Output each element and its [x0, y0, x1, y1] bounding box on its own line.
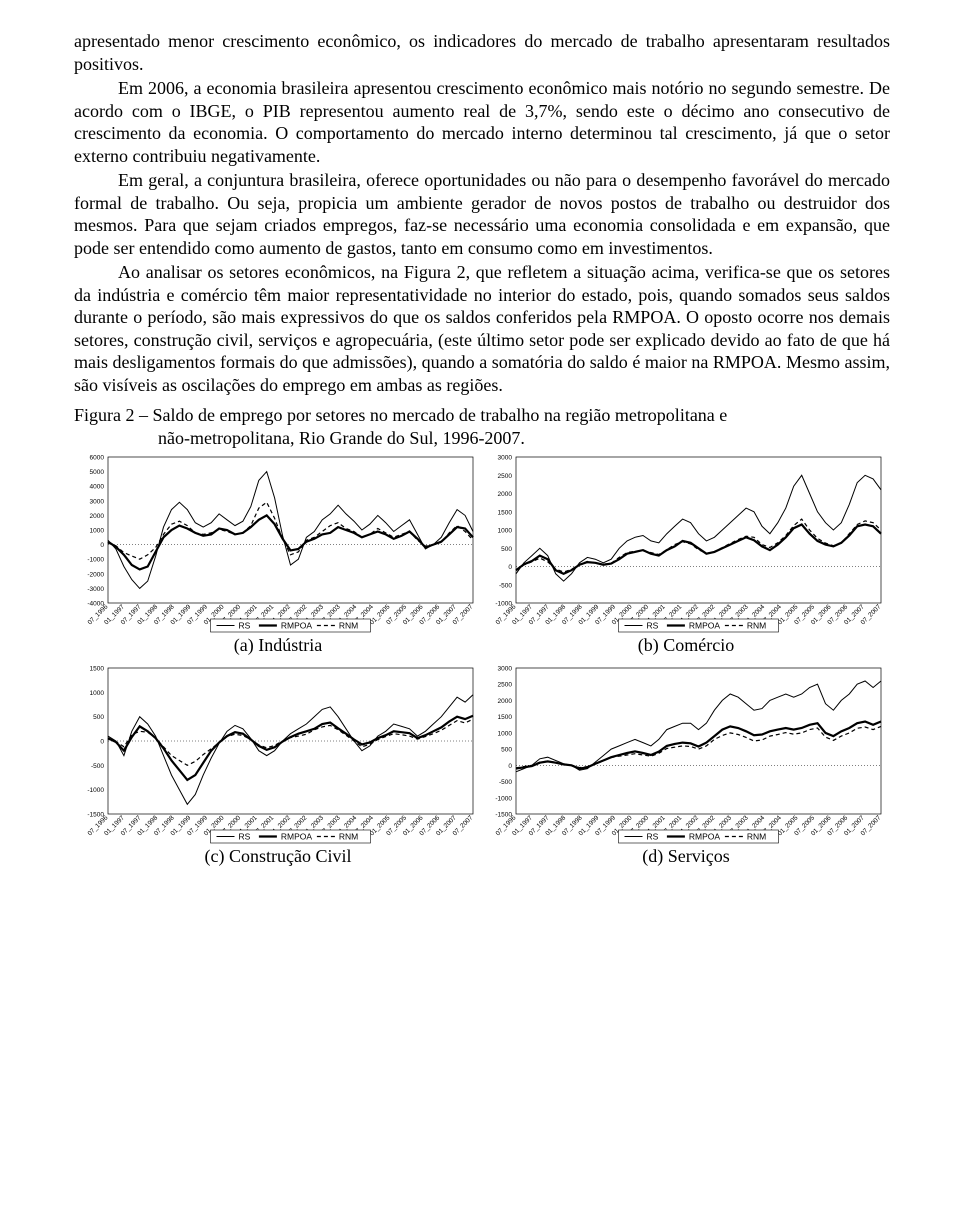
svg-text:RS: RS — [239, 832, 251, 842]
chart-cell-c: -1500-1000-50005001000150007_199601_1997… — [74, 662, 482, 873]
chart-comercio: -1000-50005001000150020002500300007_1996… — [482, 451, 887, 633]
svg-text:500: 500 — [501, 747, 512, 754]
figure-caption: Figura 2 – Saldo de emprego por setores … — [74, 404, 890, 449]
svg-text:-500: -500 — [499, 582, 512, 589]
svg-text:1500: 1500 — [90, 666, 105, 673]
svg-text:RS: RS — [239, 621, 251, 631]
svg-text:3000: 3000 — [90, 498, 105, 505]
svg-text:RMPOA: RMPOA — [281, 832, 313, 842]
svg-text:-500: -500 — [91, 763, 104, 770]
svg-text:0: 0 — [508, 763, 512, 770]
figure-caption-line-1: Figura 2 – Saldo de emprego por setores … — [74, 405, 727, 425]
svg-text:2500: 2500 — [498, 473, 513, 480]
page: apresentado menor crescimento econômico,… — [0, 0, 960, 903]
svg-text:RS: RS — [647, 832, 659, 842]
svg-text:-3000: -3000 — [87, 586, 104, 593]
svg-text:-2000: -2000 — [87, 571, 104, 578]
svg-text:1000: 1000 — [90, 528, 105, 535]
svg-text:3000: 3000 — [498, 666, 513, 673]
svg-text:0: 0 — [508, 564, 512, 571]
svg-text:0: 0 — [100, 542, 104, 549]
chart-construcao: -1500-1000-50005001000150007_199601_1997… — [74, 662, 479, 844]
svg-text:RS: RS — [647, 621, 659, 631]
svg-text:3000: 3000 — [498, 455, 513, 462]
figure-caption-line-2: não-metropolitana, Rio Grande do Sul, 19… — [74, 427, 890, 450]
svg-text:1500: 1500 — [498, 714, 513, 721]
svg-text:-500: -500 — [499, 779, 512, 786]
svg-text:RMPOA: RMPOA — [281, 621, 313, 631]
svg-text:RMPOA: RMPOA — [689, 621, 721, 631]
chart-grid: -4000-3000-2000-100001000200030004000500… — [74, 451, 890, 873]
svg-text:2000: 2000 — [498, 698, 513, 705]
svg-text:-1000: -1000 — [87, 787, 104, 794]
paragraph-3: Em geral, a conjuntura brasileira, ofere… — [74, 169, 890, 259]
svg-text:1000: 1000 — [90, 690, 105, 697]
svg-text:2000: 2000 — [498, 491, 513, 498]
svg-text:2500: 2500 — [498, 682, 513, 689]
sublabel-b: (b) Comércio — [482, 635, 890, 656]
paragraph-4: Ao analisar os setores econômicos, na Fi… — [74, 261, 890, 396]
chart-cell-a: -4000-3000-2000-100001000200030004000500… — [74, 451, 482, 662]
svg-text:1500: 1500 — [498, 509, 513, 516]
svg-text:RNM: RNM — [747, 832, 766, 842]
svg-text:-1000: -1000 — [87, 557, 104, 564]
svg-text:0: 0 — [100, 739, 104, 746]
svg-text:2000: 2000 — [90, 513, 105, 520]
svg-text:6000: 6000 — [90, 455, 105, 462]
svg-text:500: 500 — [501, 546, 512, 553]
svg-text:RNM: RNM — [339, 621, 358, 631]
chart-cell-b: -1000-50005001000150020002500300007_1996… — [482, 451, 890, 662]
svg-text:RNM: RNM — [339, 832, 358, 842]
sublabel-a: (a) Indústria — [74, 635, 482, 656]
svg-text:-1000: -1000 — [495, 795, 512, 802]
chart-cell-d: -1500-1000-50005001000150020002500300007… — [482, 662, 890, 873]
paragraph-1: apresentado menor crescimento econômico,… — [74, 30, 890, 75]
svg-text:1000: 1000 — [498, 528, 513, 535]
svg-text:RNM: RNM — [747, 621, 766, 631]
svg-text:1000: 1000 — [498, 730, 513, 737]
svg-text:RMPOA: RMPOA — [689, 832, 721, 842]
chart-industria: -4000-3000-2000-100001000200030004000500… — [74, 451, 479, 633]
paragraph-2: Em 2006, a economia brasileira apresento… — [74, 77, 890, 167]
sublabel-c: (c) Construção Civil — [74, 846, 482, 867]
svg-text:4000: 4000 — [90, 484, 105, 491]
svg-text:500: 500 — [93, 714, 104, 721]
svg-text:5000: 5000 — [90, 469, 105, 476]
sublabel-d: (d) Serviços — [482, 846, 890, 867]
chart-servicos: -1500-1000-50005001000150020002500300007… — [482, 662, 887, 844]
